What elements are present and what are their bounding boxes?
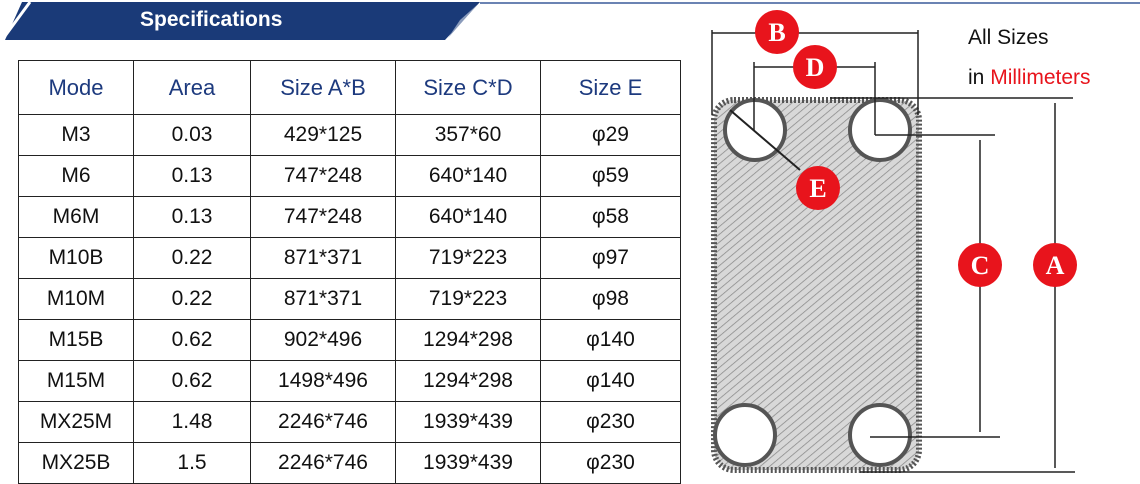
table-cell: M3 xyxy=(18,114,134,156)
table-cell: 747*248 xyxy=(250,196,396,238)
table-cell: MX25B xyxy=(18,442,134,484)
table-cell: M10B xyxy=(18,237,134,279)
table-cell: 357*60 xyxy=(395,114,541,156)
label-b: B xyxy=(768,18,785,47)
spec-table: Mode Area Size A*B Size C*D Size E M3 0.03 429… xyxy=(18,60,681,484)
table-cell: 871*371 xyxy=(250,278,396,320)
table-row: M10B 0.22 871*371 719*223 φ97 xyxy=(18,237,681,279)
table-cell: 640*140 xyxy=(395,155,541,197)
column-header: Area xyxy=(133,60,251,115)
table-row: M10M 0.22 871*371 719*223 φ98 xyxy=(18,278,681,320)
table-cell: 1.5 xyxy=(133,442,251,484)
table-cell: M15M xyxy=(18,360,134,402)
table-cell: φ59 xyxy=(540,155,681,197)
table-cell: 0.22 xyxy=(133,237,251,279)
table-cell: 1294*298 xyxy=(395,360,541,402)
table-cell: 640*140 xyxy=(395,196,541,238)
table-cell: 2246*746 xyxy=(250,442,396,484)
plate xyxy=(711,97,922,473)
table-cell: 0.13 xyxy=(133,155,251,197)
table-cell: 1939*439 xyxy=(395,442,541,484)
table-cell: 719*223 xyxy=(395,278,541,320)
note-unit: Millimeters xyxy=(990,66,1091,89)
table-cell: M6 xyxy=(18,155,134,197)
table-row: M3 0.03 429*125 357*60 φ29 xyxy=(18,114,681,156)
table-cell: M10M xyxy=(18,278,134,320)
table-cell: 0.22 xyxy=(133,278,251,320)
table-cell: φ29 xyxy=(540,114,681,156)
table-cell: 871*371 xyxy=(250,237,396,279)
table-cell: φ230 xyxy=(540,401,681,443)
table-cell: φ97 xyxy=(540,237,681,279)
label-c: C xyxy=(971,251,990,280)
table-cell: 747*248 xyxy=(250,155,396,197)
plate-diagram: B D E C A xyxy=(711,10,1077,473)
table-row: M6M 0.13 747*248 640*140 φ58 xyxy=(18,196,681,238)
table-cell: φ98 xyxy=(540,278,681,320)
label-e: E xyxy=(809,174,826,203)
banner-title: Specifications xyxy=(140,8,283,31)
column-header: Size C*D xyxy=(395,60,541,115)
table-row: MX25M 1.48 2246*746 1939*439 φ230 xyxy=(18,401,681,443)
table-cell: φ58 xyxy=(540,196,681,238)
label-a: A xyxy=(1046,251,1065,280)
table-cell: 1498*496 xyxy=(250,360,396,402)
table-header-row: Mode Area Size A*B Size C*D Size E xyxy=(18,60,681,115)
label-d: D xyxy=(806,53,825,82)
column-header: Size E xyxy=(540,60,681,115)
table-cell: 1294*298 xyxy=(395,319,541,361)
table-cell: φ140 xyxy=(540,360,681,402)
table-cell: φ230 xyxy=(540,442,681,484)
banner xyxy=(3,1,1140,40)
port-holes xyxy=(713,98,912,467)
column-header: Size A*B xyxy=(250,60,396,115)
table-cell: 0.03 xyxy=(133,114,251,156)
table-cell: 0.13 xyxy=(133,196,251,238)
note-line1: All Sizes xyxy=(968,26,1049,49)
table-cell: φ140 xyxy=(540,319,681,361)
table-row: M15B 0.62 902*496 1294*298 φ140 xyxy=(18,319,681,361)
table-cell: 0.62 xyxy=(133,319,251,361)
table-cell: 2246*746 xyxy=(250,401,396,443)
table-cell: 429*125 xyxy=(250,114,396,156)
table-cell: M15B xyxy=(18,319,134,361)
table-row: MX25B 1.5 2246*746 1939*439 φ230 xyxy=(18,442,681,484)
table-cell: 1939*439 xyxy=(395,401,541,443)
column-header: Mode xyxy=(18,60,134,115)
dimension-labels xyxy=(755,10,1077,287)
table-cell: 0.62 xyxy=(133,360,251,402)
table-cell: M6M xyxy=(18,196,134,238)
table-cell: 902*496 xyxy=(250,319,396,361)
table-cell: MX25M xyxy=(18,401,134,443)
note-line2: in Millimeters xyxy=(968,66,1091,90)
note-prefix: in xyxy=(968,66,985,89)
table-row: M6 0.13 747*248 640*140 φ59 xyxy=(18,155,681,197)
table-cell: 1.48 xyxy=(133,401,251,443)
table-row: M15M 0.62 1498*496 1294*298 φ140 xyxy=(18,360,681,402)
table-cell: 719*223 xyxy=(395,237,541,279)
